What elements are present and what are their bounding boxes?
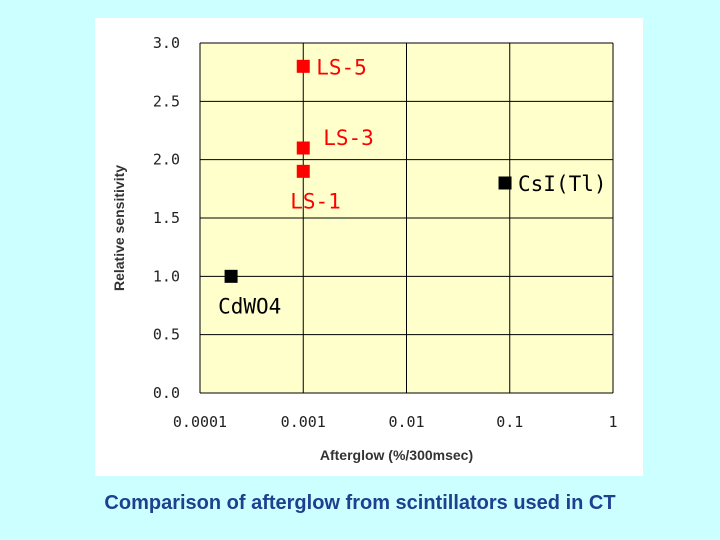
- data-point-label: LS-3: [323, 126, 374, 150]
- grid-lines: [199, 42, 614, 394]
- y-tick-label: 2.5: [153, 92, 180, 110]
- slide-caption: Comparison of afterglow from scintillato…: [104, 492, 616, 514]
- scatter-chart: 0.0 0.5 1.0 1.5 2.0 2.5 3.0 0.0001 0.001 0.01 0.1…: [111, 34, 618, 463]
- data-point-marker: [296, 59, 310, 73]
- data-point-marker: [224, 269, 238, 283]
- y-tick-label: 0.5: [153, 326, 180, 344]
- x-tick-labels: 0.0001 0.001 0.01 0.1 1: [173, 413, 618, 431]
- y-tick-label: 1.5: [153, 209, 180, 227]
- data-point-label: CsI(Tl): [518, 172, 607, 196]
- x-axis-title: Afterglow (%/300msec): [320, 447, 473, 463]
- data-point-marker: [296, 164, 310, 178]
- data-point-label: LS-1: [290, 189, 341, 213]
- data-points: LS-5 LS-3 LS-1 CsI(Tl) CdWO4: [218, 55, 606, 318]
- y-tick-label: 1.0: [153, 267, 180, 285]
- x-tick-label: 0.001: [281, 413, 326, 431]
- x-tick-label: 0.0001: [173, 413, 227, 431]
- y-tick-labels: 0.0 0.5 1.0 1.5 2.0 2.5 3.0: [153, 34, 180, 402]
- data-point-marker: [296, 141, 310, 155]
- data-point-label: CdWO4: [218, 294, 281, 318]
- y-tick-label: 3.0: [153, 34, 180, 52]
- y-tick-label: 2.0: [153, 151, 180, 169]
- data-point-label: LS-5: [316, 55, 367, 79]
- x-tick-label: 0.01: [388, 413, 424, 431]
- y-axis-title: Relative sensitivity: [111, 165, 127, 291]
- x-tick-label: 1: [608, 413, 617, 431]
- x-tick-label: 0.1: [496, 413, 523, 431]
- data-point-marker: [498, 176, 512, 190]
- chart-figure: 0.0 0.5 1.0 1.5 2.0 2.5 3.0 0.0001 0.001 0.01 0.1…: [95, 18, 643, 476]
- y-tick-label: 0.0: [153, 384, 180, 402]
